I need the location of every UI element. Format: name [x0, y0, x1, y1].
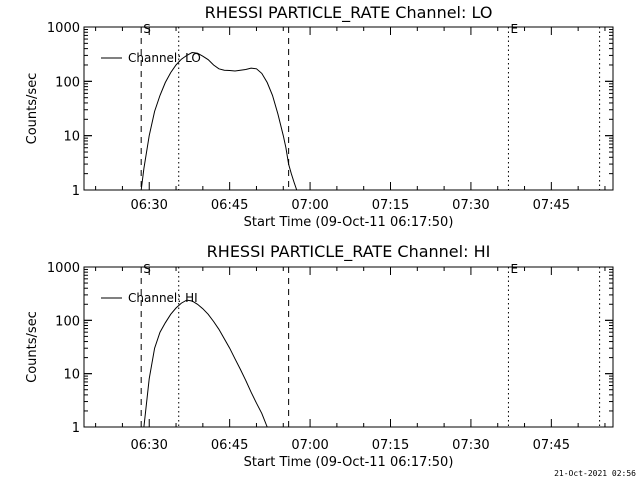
footer-timestamp: 21-Oct-2021 02:56: [554, 469, 636, 478]
x-axis-title: Start Time (09-Oct-11 06:17:50): [244, 215, 454, 230]
y-tick-label: 10: [63, 130, 80, 145]
panel-hi: RHESSI PARTICLE_RATE Channel: HI 06:30 06:…: [25, 242, 614, 470]
legend-label: Channel: HI: [128, 291, 198, 305]
plot-frame: [83, 266, 614, 428]
series-line-hi: [143, 299, 268, 428]
x-tick-label: 06:45: [211, 438, 248, 453]
x-tick-label: 06:45: [211, 198, 248, 213]
x-tick-label: 07:45: [533, 438, 570, 453]
x-tick-label: 06:30: [130, 198, 167, 213]
x-tick-label: 07:15: [372, 438, 409, 453]
y-tick-label: 1000: [47, 21, 80, 36]
series-line-lo: [140, 51, 298, 191]
time-marker-label: S: [143, 22, 151, 36]
x-tick-label: 07:30: [452, 198, 489, 213]
chart-title: RHESSI PARTICLE_RATE Channel: HI: [207, 242, 491, 262]
y-axis-title: Counts/sec: [25, 73, 40, 145]
legend-label: Channel: LO: [128, 51, 201, 65]
time-marker-label: E: [510, 262, 518, 276]
y-tick-label: 1: [72, 421, 80, 436]
y-axis-title: Counts/sec: [25, 311, 40, 383]
y-tick-label: 1000: [47, 261, 80, 276]
x-tick-label: 07:15: [372, 198, 409, 213]
y-tick-label: 100: [55, 314, 80, 329]
x-axis-title: Start Time (09-Oct-11 06:17:50): [244, 455, 454, 470]
y-tick-label: 100: [55, 75, 80, 90]
time-marker-label: S: [143, 262, 151, 276]
plot-frame: [83, 26, 614, 191]
chart-title: RHESSI PARTICLE_RATE Channel: LO: [205, 3, 493, 23]
panel-lo: RHESSI PARTICLE_RATE Channel: LO 06:30 06:…: [25, 3, 614, 230]
y-tick-label: 10: [63, 368, 80, 383]
x-tick-label: 07:30: [452, 438, 489, 453]
time-marker-label: E: [510, 22, 518, 36]
x-tick-label: 07:00: [291, 198, 328, 213]
x-tick-label: 07:45: [533, 198, 570, 213]
x-tick-label: 06:30: [130, 438, 167, 453]
x-tick-label: 07:00: [291, 438, 328, 453]
y-tick-label: 1: [72, 184, 80, 199]
